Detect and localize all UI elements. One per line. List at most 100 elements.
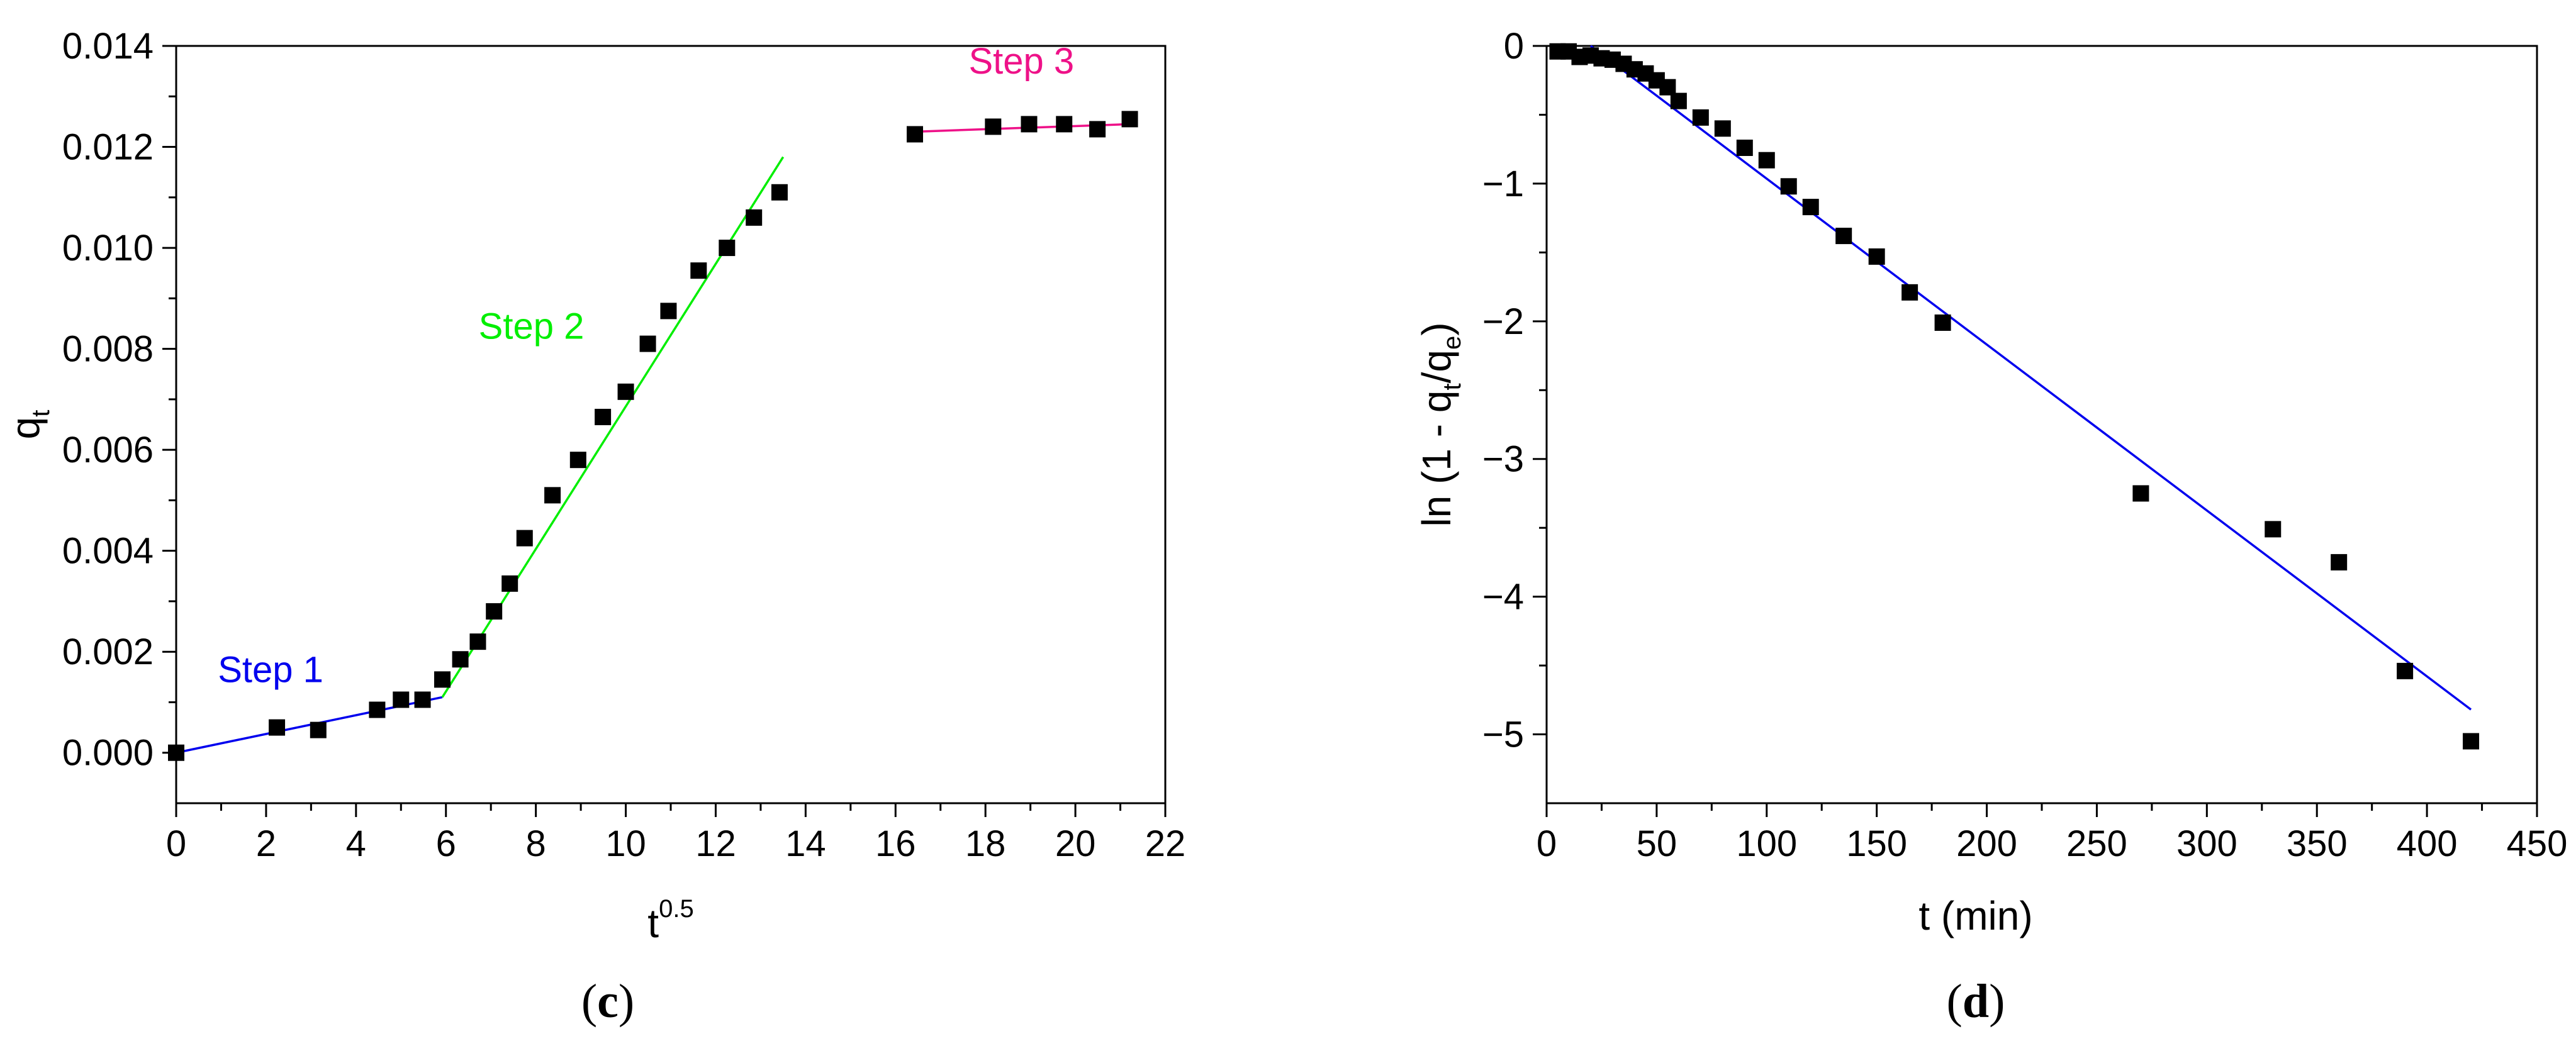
panel-c-label: (c) [581,975,634,1028]
panel-c-data-point [486,603,503,620]
panel-d-fit-line-1 [1589,45,2472,711]
panel-c-x-tick-label: 4 [346,823,366,864]
panel-d-x-tick-label: 50 [1637,823,1677,864]
panel-c-y-axis-ticks: 0.000 0.002 0.004 0.006 0.008 0.010 0.012 0.014 [62,26,176,774]
panel-c-data-point [719,240,736,257]
panel-c-data-point [434,671,451,688]
panel-c-data-point [1056,116,1073,133]
panel-d-x-tick-label: 200 [1956,823,2017,864]
panel-d-data-point [1670,92,1687,109]
panel-c-chart: 0 2 4 6 8 10 12 14 16 18 20 22 0.000 0.002 0.004 0.006… [3,26,1185,1028]
panel-c-y-axis-title: qt [3,410,55,440]
panel-d-data-points [1549,43,2480,750]
panel-d-label-letter: d [1963,975,1989,1028]
panel-d-x-tick-label: 450 [2507,823,2568,864]
panel-d-data-point [1934,314,1951,331]
panel-d-plot-frame [1545,45,2538,804]
panel-c-data-point [501,575,518,592]
panel-c-data-point [985,118,1002,135]
panel-c-data-point [469,633,486,650]
panel-c-x-tick-label: 16 [875,823,916,864]
panel-d-data-point [1736,139,1753,156]
panel-d-y-tick-label: −5 [1482,715,1524,755]
panel-d-x-tick-label: 100 [1736,823,1797,864]
panel-c-x-tick-label: 18 [965,823,1006,864]
panel-c-data-point [617,383,634,400]
panel-c-data-points [168,111,1138,761]
panel-c-x-tick-label: 14 [785,823,826,864]
panel-c-x-tick-label: 2 [256,823,276,864]
panel-d-y-tick-label: 0 [1504,26,1524,67]
panel-c-step-2-label: Step 2 [479,306,585,347]
panel-c-data-point [414,691,431,708]
panel-d-data-point [2132,485,2149,502]
panel-c-data-point [1021,116,1038,133]
panel-c-y-tick-label: 0.014 [62,26,154,67]
panel-c-y-axis-title-base: q [3,417,48,440]
panel-d-y-axis-title-part-2: /q [1414,350,1459,383]
panel-d-y-axis-title-part-1: ln (1 - q [1414,391,1459,527]
panel-d-data-point [1659,79,1676,96]
panel-c-data-point [516,530,533,547]
panel-d-y-axis-title-part-3: ) [1414,322,1459,335]
panel-d-data-point [1901,284,1918,301]
panel-c-x-tick-label: 22 [1145,823,1186,864]
panel-c-y-tick-label: 0.006 [62,430,154,470]
panel-c-data-point [269,719,286,736]
panel-d-data-point [2265,521,2282,538]
panel-d-x-tick-label: 0 [1537,823,1557,864]
panel-c-data-point [393,691,410,708]
panel-c-x-axis-title: t0.5 [647,895,693,946]
panel-c-data-point [544,487,561,504]
panel-c-x-axis-title-superscript: 0.5 [659,895,694,923]
panel-c-data-point [1121,111,1138,128]
panel-d-data-point [1692,109,1709,126]
panel-c-step-1-label: Step 1 [218,649,323,690]
panel-d-x-tick-label: 350 [2287,823,2348,864]
panel-c-data-point [746,209,763,226]
panel-d-data-point [1780,178,1797,195]
panel-c-data-point [639,335,656,352]
panel-c-step-3-label: Step 3 [969,41,1075,82]
panel-d-data-point [1868,248,1885,265]
panel-c-y-tick-label: 0.010 [62,228,154,269]
panel-d-y-tick-label: −2 [1482,301,1524,342]
panel-c-y-tick-label: 0.004 [62,531,154,572]
panel-d-y-tick-label: −3 [1482,439,1524,480]
panel-c-step-labels: Step 1 Step 2 Step 3 [218,41,1074,690]
panel-d-y-tick-label: −4 [1482,577,1524,618]
panel-d-label: (d) [1947,975,2005,1028]
panel-d-fit-line [1589,45,2472,711]
panel-c-x-tick-label: 12 [695,823,736,864]
panel-d-data-point [1835,228,1852,245]
panel-c-data-point [595,408,612,425]
panel-c-y-axis-title-subscript: t [27,410,55,417]
panel-c-x-tick-label: 8 [526,823,546,864]
panel-c-data-point [906,126,923,143]
panel-c-data-point [1089,121,1106,138]
panel-c-x-axis-title-base: t [647,901,659,946]
panel-c-plot-frame [175,45,1167,804]
panel-d-data-point [1714,120,1731,137]
panel-d-x-tick-label: 150 [1846,823,1907,864]
panel-d-x-axis-title: t (min) [1918,893,2032,938]
panel-d-data-point [2397,662,2414,679]
panel-c-x-tick-label: 0 [166,823,186,864]
panel-d-y-axis-title-sub-t: t [1438,383,1466,390]
panel-d-data-point [2463,733,2480,750]
panel-c-data-point [168,744,184,761]
panel-d-data-point [1758,152,1775,169]
panel-c-y-tick-label: 0.000 [62,733,154,774]
panel-c-y-tick-label: 0.012 [62,127,154,168]
panel-c-data-point [771,184,788,201]
panel-d-y-axis-title: ln (1 - qt/qe) [1414,322,1466,526]
panel-c-x-axis-ticks: 0 2 4 6 8 10 12 14 16 18 20 22 [166,803,1185,864]
panel-d-y-tick-label: −1 [1482,164,1524,204]
panel-d-y-axis-title-sub-e: e [1438,336,1466,350]
panel-c-y-tick-label: 0.002 [62,631,154,672]
panel-d-y-axis-ticks: 0 −1 −2 −3 −4 −5 [1482,26,1547,755]
panel-c-data-point [452,651,469,668]
panel-c-data-point [310,721,327,738]
panel-d-data-point [1802,199,1819,216]
